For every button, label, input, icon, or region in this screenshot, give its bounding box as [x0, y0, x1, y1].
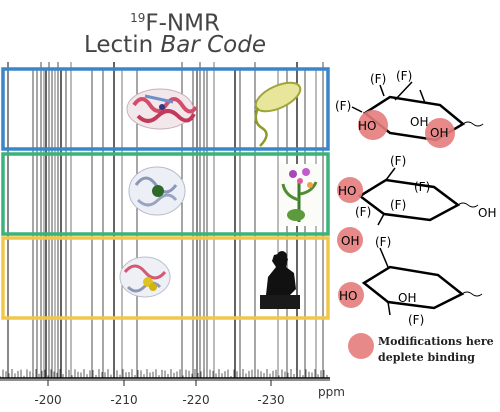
x-tick-label: -230 — [257, 393, 284, 407]
panel-frame-2 — [1, 152, 330, 236]
legend-line-1: Modifications here — [378, 335, 494, 348]
sugar-1-f1: (F) — [370, 72, 386, 86]
title-line-1: 19F-NMR — [60, 4, 290, 38]
sugar-3-f2: (F) — [408, 313, 424, 327]
x-tick-label: -200 — [34, 393, 61, 407]
sugar-3-f1: (F) — [375, 235, 391, 249]
sugar-2-f2: (F) — [414, 180, 430, 194]
sugar-3-oh2: HO — [339, 289, 357, 303]
sugar-1-oh1: HO — [358, 119, 376, 133]
x-tick-label: -210 — [110, 393, 137, 407]
panel-frame-3 — [1, 236, 330, 320]
title-superscript: 19 — [130, 11, 146, 25]
legend-text: Modifications here deplete binding — [378, 334, 498, 366]
sugar-2-f3: (F) — [390, 198, 406, 212]
sugar-2-oh1: HO — [338, 184, 356, 198]
title-italic: Bar Code — [160, 32, 267, 58]
sugar-structure-1: (F) (F) (F) HO OH OH — [335, 69, 484, 148]
plant-image — [279, 164, 321, 226]
x-axis-unit: ppm — [318, 385, 345, 399]
legend-marker — [348, 333, 374, 359]
sugar-1-oh3: OH — [430, 126, 448, 140]
x-axis-ticks: -200 -210 -220 -230 ppm — [34, 380, 345, 407]
protein-structure-2 — [128, 166, 186, 216]
protein-structure-3 — [119, 256, 171, 298]
sugar-2-f4: (F) — [355, 205, 371, 219]
sugar-3-oh1: OH — [341, 234, 359, 248]
sugar-structure-2: (F) (F) (F) (F) HO OH — [337, 154, 496, 226]
x-tick-label: -220 — [182, 393, 209, 407]
title-plain: Lectin — [83, 32, 161, 58]
sugar-structure-3: (F) (F) OH HO OH — [337, 227, 483, 327]
sugar-2-f1: (F) — [390, 154, 406, 168]
sugar-1-f2: (F) — [396, 69, 412, 83]
protein-structure-1 — [126, 88, 198, 130]
sugar-2-oh2: OH — [478, 206, 496, 220]
sugar-1-f3: (F) — [335, 99, 351, 113]
legend-line-2: deplete binding — [378, 351, 475, 364]
bacterium-image — [254, 81, 302, 147]
sugar-1-oh2: OH — [410, 115, 428, 129]
sugar-3-oh3: OH — [398, 291, 416, 305]
panel-frame-1 — [1, 67, 330, 151]
thinker-statue-image — [260, 251, 300, 309]
title-line-2: Lectin Bar Code — [60, 31, 290, 59]
title-main: F-NMR — [145, 10, 220, 37]
